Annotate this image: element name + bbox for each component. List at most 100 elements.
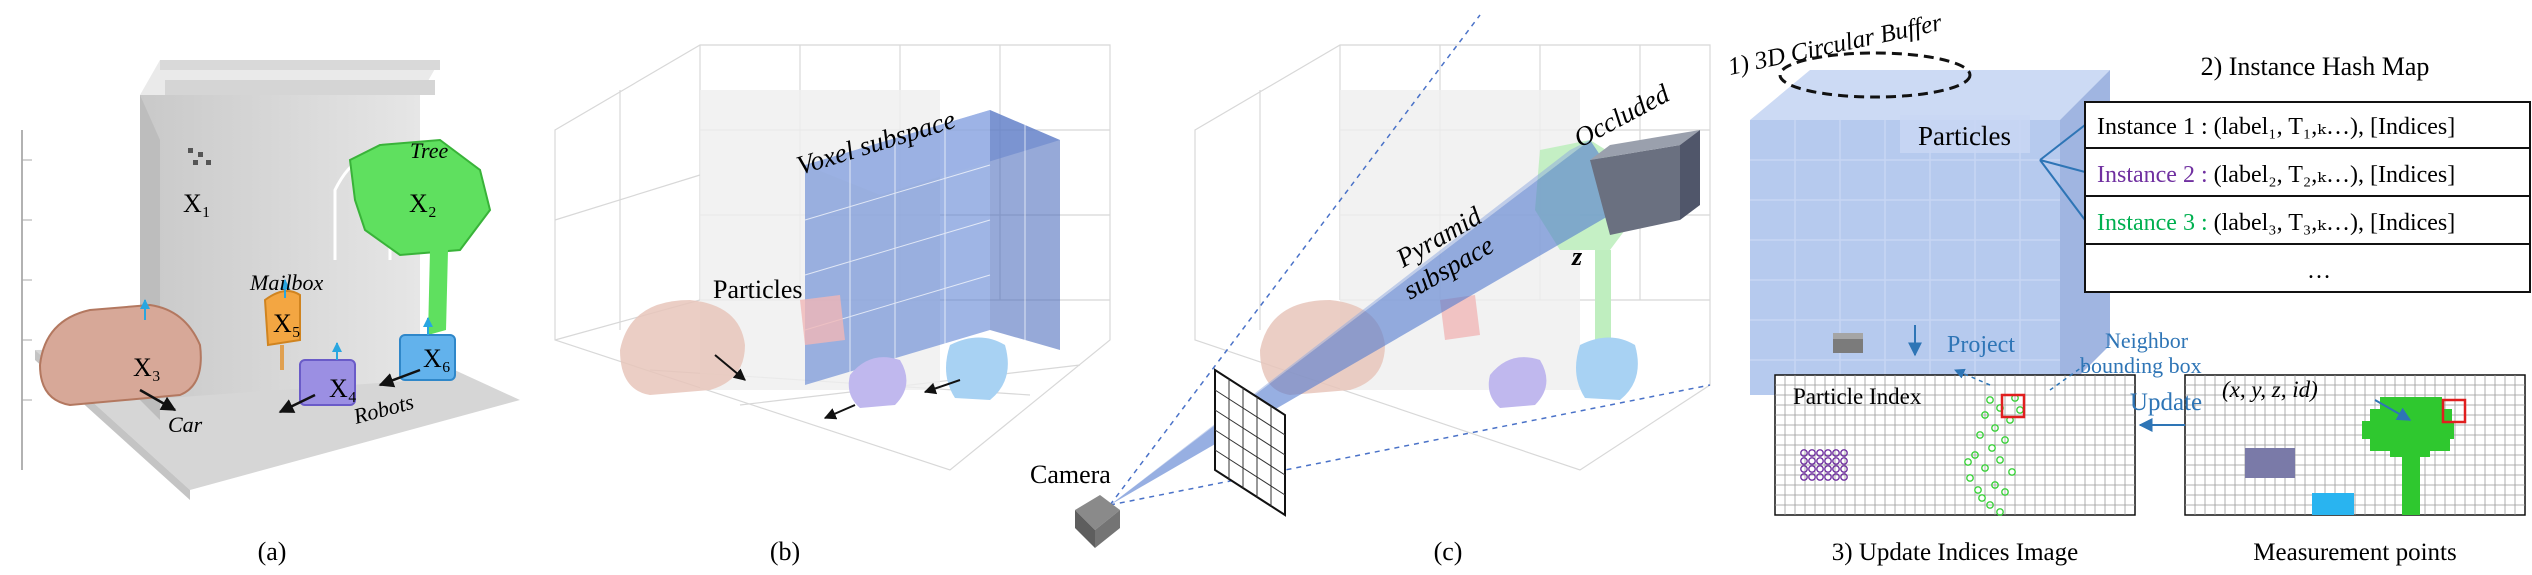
- particles-label-b: Particles: [713, 275, 803, 304]
- caption-c: (c): [1434, 537, 1463, 566]
- label-x6: X₆: [423, 344, 451, 373]
- index-particle-purple: [1840, 449, 1848, 457]
- project-label: Project: [1947, 332, 2015, 358]
- neighbor-label-1: Neighbor: [2105, 328, 2189, 353]
- measure-red-box: [2441, 398, 2467, 424]
- hash-map-table: [2084, 101, 2531, 293]
- index-particle-purple: [1800, 449, 1808, 457]
- image-plane: [1214, 368, 1286, 517]
- label-x2: X₂: [409, 189, 437, 218]
- purple-particles: [848, 357, 907, 408]
- index-particle-green: [1976, 431, 1984, 439]
- hash-title: 2) Instance Hash Map: [2201, 52, 2430, 81]
- index-particle-purple: [1840, 465, 1848, 473]
- label-car: Car: [168, 412, 203, 437]
- hash-row-4: …: [2307, 258, 2331, 284]
- index-particle-purple: [1832, 473, 1840, 481]
- index-particle-green: [1991, 424, 1999, 432]
- index-particle-green: [1964, 458, 1972, 466]
- index-particle-purple: [1800, 457, 1808, 465]
- house-wall: [140, 95, 420, 400]
- index-particle-purple: [1824, 465, 1832, 473]
- index-particle-purple: [1816, 457, 1824, 465]
- index-particle-purple: [1808, 449, 1816, 457]
- index-particle-purple: [1808, 457, 1816, 465]
- hash-rows: Instance 1 : (label₁, T₁,ₖ…), [Indices]I…: [2097, 114, 2455, 284]
- caption-b: (b): [770, 537, 800, 566]
- index-particle-purple: [1840, 457, 1848, 465]
- index-particle-purple: [1800, 473, 1808, 481]
- hash-row-1: Instance 1 : (label₁, T₁,ₖ…), [Indices]: [2097, 114, 2455, 140]
- index-particle-purple: [1816, 449, 1824, 457]
- indices-image-grid: [1774, 374, 2136, 516]
- measurement-caption: Measurement points: [2253, 539, 2456, 566]
- index-particle-purple: [1832, 449, 1840, 457]
- index-particle-green: [1986, 396, 1994, 404]
- index-particle-purple: [1824, 449, 1832, 457]
- hash-row-instance: Instance 1 :: [2097, 114, 2208, 140]
- label-x3: X₃: [133, 353, 161, 382]
- neighbor-box-red: [2000, 393, 2026, 419]
- car-shape: [38, 303, 202, 407]
- index-particle-purple: [1832, 457, 1840, 465]
- label-x4: X₄: [329, 374, 357, 403]
- index-particle-purple: [1824, 473, 1832, 481]
- z-label: z: [1571, 242, 1583, 271]
- index-particle-purple: [1808, 465, 1816, 473]
- measure-purple-block: [2245, 448, 2295, 478]
- panel-d: 1) 3D Circular Buffer Particles 2) Insta…: [1726, 9, 2531, 566]
- indices-caption: 3) Update Indices Image: [1832, 539, 2078, 566]
- index-particle-purple: [1808, 473, 1816, 481]
- hash-row-instance: …: [2307, 258, 2331, 284]
- index-particle-purple: [1832, 465, 1840, 473]
- label-x1: X₁: [183, 189, 211, 218]
- particles-label-d: Particles: [1918, 121, 2011, 151]
- circular-buffer-cube: [1750, 70, 2110, 395]
- index-particle-green: [1996, 456, 2004, 464]
- panel-b: Voxel subspace Particles (b): [554, 44, 1111, 566]
- hash-row-instance: Instance 3 :: [2097, 210, 2208, 236]
- circular-ellipse: [1778, 51, 1972, 99]
- camera-label: Camera: [1030, 460, 1111, 489]
- index-particle-green: [1988, 444, 1996, 452]
- camera-icon: [1075, 495, 1120, 548]
- index-particle-purple: [1816, 473, 1824, 481]
- index-particle-purple: [1800, 465, 1808, 473]
- index-particle-green: [2001, 488, 2009, 496]
- index-particle-green: [1996, 508, 2004, 516]
- index-particle-purple: [1840, 473, 1848, 481]
- hash-row-value: (label₁, T₁,ₖ…), [Indices]: [2208, 114, 2456, 140]
- hash-row-value: (label₂, T₂,ₖ…), [Indices]: [2208, 162, 2456, 188]
- measure-tree-blob: [2362, 397, 2454, 515]
- index-particle-green: [1974, 486, 1982, 494]
- index-particle-green: [1981, 411, 1989, 419]
- mailbox-shape: [263, 290, 301, 347]
- particle-index-label: Particle Index: [1793, 384, 1922, 409]
- label-x5: X₅: [273, 309, 301, 338]
- label-mailbox: Mailbox: [249, 270, 324, 295]
- label-tree: Tree: [410, 138, 449, 163]
- measure-blue-block: [2312, 493, 2354, 515]
- caption-a: (a): [258, 537, 287, 566]
- hash-row-2: Instance 2 : (label₂, T₂,ₖ…), [Indices]: [2097, 162, 2455, 188]
- index-particle-green: [2001, 436, 2009, 444]
- measurement-grid: [2184, 374, 2526, 516]
- index-particle-green: [1986, 501, 1994, 509]
- panel-c: Pyramid subspace Occluded z Camera (c): [1030, 14, 1711, 566]
- panel-a: X₁ X₂ X₃ X₄ X₅ X₆ Tree Mailbox Car Robot…: [21, 60, 520, 566]
- blue-particles: [946, 337, 1008, 400]
- update-label: Update: [2130, 389, 2202, 416]
- hash-row-3: Instance 3 : (label₃, T₃,ₖ…), [Indices]: [2097, 210, 2455, 236]
- index-particle-purple: [1824, 457, 1832, 465]
- index-particle-green: [1971, 451, 1979, 459]
- hash-row-instance: Instance 2 :: [2097, 162, 2208, 188]
- tree-crown: [348, 138, 492, 257]
- car-particles: [620, 300, 745, 395]
- robot-purple: [299, 359, 356, 406]
- index-particle-green: [1966, 474, 1974, 482]
- hash-row-value: (label₃, T₃,ₖ…), [Indices]: [2208, 210, 2456, 236]
- index-particle-green: [1981, 464, 1989, 472]
- occluded-box: [1590, 130, 1700, 235]
- index-particle-purple: [1816, 465, 1824, 473]
